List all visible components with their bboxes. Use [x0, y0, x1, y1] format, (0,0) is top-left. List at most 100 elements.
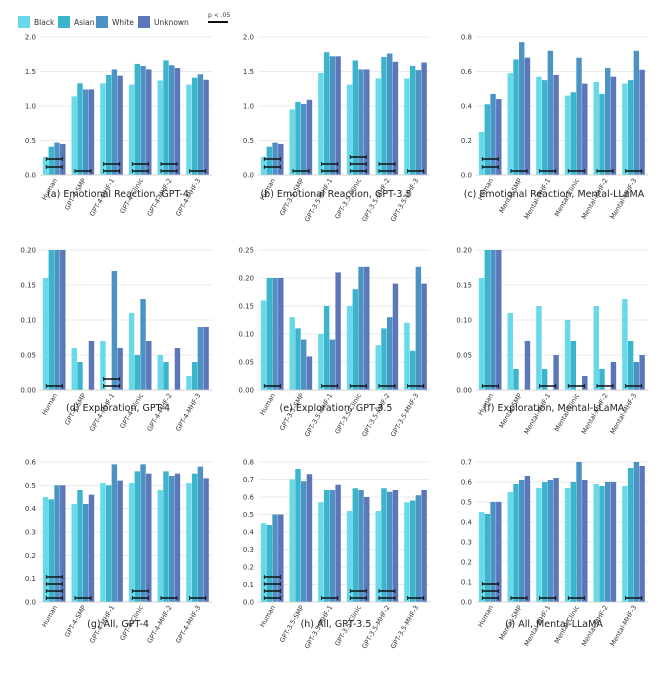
bar — [536, 306, 542, 390]
y-tick-label: 0.05 — [456, 352, 472, 360]
y-tick-label: 0.2 — [243, 564, 254, 572]
y-tick-label: 0.20 — [456, 247, 472, 255]
x-tick-label: GPT-4-MHF-2 — [146, 604, 174, 645]
bar — [387, 317, 393, 390]
bar — [111, 464, 118, 602]
bar — [111, 69, 118, 175]
bar — [186, 84, 192, 175]
bar — [541, 482, 548, 602]
bar — [329, 339, 336, 390]
y-tick-label: 0.5 — [25, 137, 36, 145]
bar — [513, 59, 519, 175]
bar — [553, 355, 559, 390]
bar — [524, 341, 531, 390]
bar — [346, 84, 353, 175]
y-tick-label: 0.1 — [25, 575, 36, 583]
y-tick-label: 0.5 — [461, 499, 472, 507]
bar — [163, 471, 169, 602]
bar — [146, 69, 152, 175]
bar — [295, 469, 301, 602]
bar — [633, 362, 640, 390]
x-tick-label: Human — [40, 392, 59, 417]
bar — [134, 471, 141, 602]
bar — [490, 502, 496, 602]
bar — [599, 369, 605, 390]
bar — [77, 362, 83, 390]
bar — [358, 266, 364, 390]
bar — [582, 83, 588, 175]
bar — [593, 484, 599, 602]
bar — [289, 317, 295, 390]
legend-swatch-black — [18, 16, 30, 28]
bar — [77, 83, 83, 175]
legend-item-unknown: Unknown — [138, 15, 189, 29]
legend-swatch-unknown — [138, 16, 150, 28]
chart-legend: Black Asian White Unknown p < .05 — [0, 0, 664, 30]
bar — [421, 490, 427, 602]
bar — [392, 61, 399, 176]
bar — [197, 74, 204, 175]
x-tick-label: GPT-3.5-MHF-3 — [389, 177, 420, 223]
bar — [593, 81, 599, 175]
bar — [203, 327, 209, 390]
bar — [318, 334, 324, 390]
bar — [478, 131, 485, 175]
bar — [392, 490, 399, 602]
bar — [157, 355, 163, 390]
bar — [301, 103, 307, 175]
y-tick-label: 0.4 — [461, 103, 473, 111]
bar — [536, 488, 542, 602]
y-tick-label: 0.0 — [25, 599, 36, 607]
bar — [519, 42, 525, 175]
legend-label-white: White — [112, 17, 134, 27]
y-tick-label: 0.7 — [243, 476, 254, 484]
bar — [564, 488, 571, 602]
bar — [266, 146, 273, 175]
bar — [610, 482, 617, 602]
legend-item-black: Black — [18, 15, 54, 29]
subplot-title: (i) All, Mental-LLaMA — [505, 619, 603, 630]
y-tick-label: 0.5 — [243, 137, 254, 145]
bar — [364, 497, 370, 602]
bar — [88, 341, 95, 390]
bar — [71, 348, 77, 390]
bar — [335, 484, 341, 602]
y-tick-label: 0.6 — [461, 479, 473, 487]
y-tick-label: 0.6 — [243, 494, 255, 502]
bar — [346, 306, 353, 390]
bar — [622, 486, 628, 602]
bar — [301, 339, 307, 390]
y-tick-label: 0.6 — [461, 68, 473, 76]
subplot-title: (c) Emotional Reaction, Mental-LLaMA — [464, 189, 645, 200]
subplot-title: (d) Exploration, GPT-4 — [66, 403, 170, 414]
x-tick-label: GPT-4-SMP — [63, 604, 88, 639]
x-tick-label: GPT-3.5-MHF-1 — [303, 177, 334, 223]
bar — [157, 80, 163, 175]
bar — [260, 300, 267, 390]
y-tick-label: 0.0 — [461, 172, 472, 180]
bar — [54, 250, 60, 390]
bar — [42, 497, 49, 602]
bar — [633, 50, 640, 175]
y-tick-label: 0.05 — [238, 359, 254, 367]
bar — [524, 57, 531, 176]
bar — [278, 278, 284, 390]
bar — [105, 485, 112, 602]
bar — [48, 499, 55, 602]
bar — [278, 514, 284, 602]
bar — [71, 96, 77, 175]
y-tick-label: 0.4 — [461, 519, 473, 527]
bar — [318, 72, 324, 175]
bar — [507, 73, 513, 175]
bar — [496, 250, 502, 390]
bar — [610, 76, 617, 175]
bar — [42, 278, 49, 390]
y-tick-label: 0.8 — [461, 34, 472, 42]
bar — [260, 523, 267, 602]
bar — [329, 490, 336, 602]
y-tick-label: 0.4 — [25, 505, 37, 513]
